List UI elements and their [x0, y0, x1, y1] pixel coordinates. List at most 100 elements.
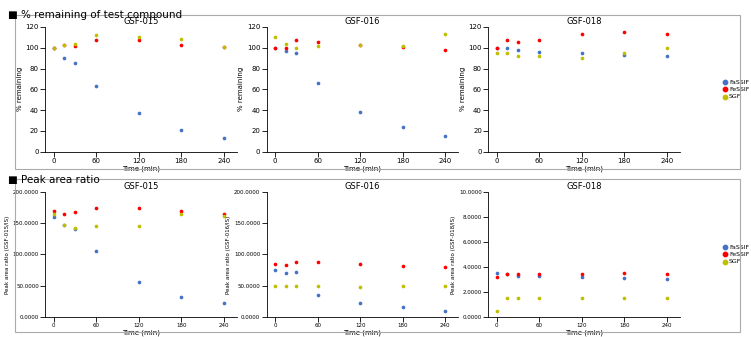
X-axis label: Time (min): Time (min) [565, 330, 603, 336]
Point [576, 274, 588, 280]
Point [133, 280, 145, 285]
Point [90, 224, 102, 229]
Point [47, 211, 59, 217]
Point [618, 29, 630, 35]
Legend: FaSSIF, FeSSIF, SGF: FaSSIF, FeSSIF, SGF [281, 80, 306, 99]
Point [439, 283, 451, 288]
X-axis label: Time (min): Time (min) [565, 165, 603, 172]
Point [69, 43, 81, 48]
Point [279, 48, 291, 54]
Point [279, 262, 291, 268]
Point [354, 300, 366, 306]
Point [576, 295, 588, 301]
Legend: FaSSIF, FeSSIF, SGF: FaSSIF, FeSSIF, SGF [502, 80, 528, 99]
Y-axis label: Peak area ratio (GSF-016/IS): Peak area ratio (GSF-016/IS) [226, 215, 231, 294]
Point [312, 259, 324, 265]
Point [269, 45, 281, 51]
Point [533, 38, 545, 43]
Point [312, 43, 324, 48]
Point [490, 270, 502, 276]
Point [69, 225, 81, 230]
Y-axis label: Peak area ratio (GSF-015/IS): Peak area ratio (GSF-015/IS) [5, 215, 10, 294]
Point [533, 272, 545, 277]
Point [269, 267, 281, 273]
Point [133, 38, 145, 43]
Point [175, 208, 187, 214]
Point [175, 294, 187, 300]
Point [618, 295, 630, 301]
Point [279, 45, 291, 51]
Point [354, 284, 366, 289]
Point [512, 272, 524, 277]
Point [312, 80, 324, 86]
Point [279, 41, 291, 46]
Title: GSF-016: GSF-016 [345, 17, 380, 26]
Point [175, 37, 187, 42]
Point [269, 261, 281, 267]
Point [291, 269, 303, 275]
Point [47, 45, 59, 51]
Point [291, 45, 303, 51]
Point [576, 55, 588, 61]
Legend: FaSSIF, FeSSIF, SGF: FaSSIF, FeSSIF, SGF [281, 245, 306, 264]
Y-axis label: Peak area ratio (GSF-018/IS): Peak area ratio (GSF-018/IS) [451, 215, 457, 294]
Point [312, 283, 324, 288]
Point [533, 49, 545, 55]
Title: GSF-016: GSF-016 [345, 182, 380, 191]
Point [59, 42, 71, 47]
Point [269, 45, 281, 51]
Title: GSF-018: GSF-018 [566, 182, 602, 191]
Point [439, 32, 451, 37]
Point [354, 42, 366, 47]
X-axis label: Time (min): Time (min) [343, 165, 382, 172]
Text: ■ Peak area ratio: ■ Peak area ratio [8, 175, 99, 185]
Point [490, 308, 502, 313]
Point [490, 45, 502, 51]
Point [59, 222, 71, 227]
Point [533, 295, 545, 301]
Point [439, 133, 451, 139]
Point [397, 44, 409, 50]
Point [576, 50, 588, 56]
Point [354, 42, 366, 47]
Point [661, 53, 673, 59]
Point [490, 50, 502, 56]
Point [69, 41, 81, 46]
Y-axis label: % remaining: % remaining [17, 67, 23, 112]
Point [218, 213, 230, 218]
Point [218, 44, 230, 50]
Point [397, 43, 409, 48]
Point [354, 110, 366, 115]
Point [218, 211, 230, 217]
Point [502, 38, 514, 43]
Point [618, 270, 630, 276]
Point [291, 38, 303, 43]
Point [59, 222, 71, 227]
Point [354, 261, 366, 267]
Point [502, 272, 514, 277]
Point [279, 270, 291, 276]
Point [312, 292, 324, 298]
Point [576, 272, 588, 277]
Point [269, 283, 281, 288]
Point [502, 272, 514, 277]
Point [175, 127, 187, 132]
Point [269, 35, 281, 40]
Point [661, 45, 673, 51]
X-axis label: Time (min): Time (min) [122, 330, 160, 336]
Point [397, 283, 409, 288]
Point [397, 263, 409, 268]
Point [279, 283, 291, 288]
Legend: FaSSIF, FeSSIF, SGF: FaSSIF, FeSSIF, SGF [502, 245, 528, 264]
Point [47, 214, 59, 220]
Point [69, 209, 81, 215]
Point [90, 33, 102, 38]
Point [90, 84, 102, 89]
Legend: FaSSIF, FeSSIF, SGF: FaSSIF, FeSSIF, SGF [724, 80, 749, 99]
Point [490, 45, 502, 51]
Point [59, 55, 71, 61]
Point [502, 45, 514, 51]
Point [439, 47, 451, 53]
Title: GSF-018: GSF-018 [566, 17, 602, 26]
Y-axis label: % remaining: % remaining [238, 67, 244, 112]
